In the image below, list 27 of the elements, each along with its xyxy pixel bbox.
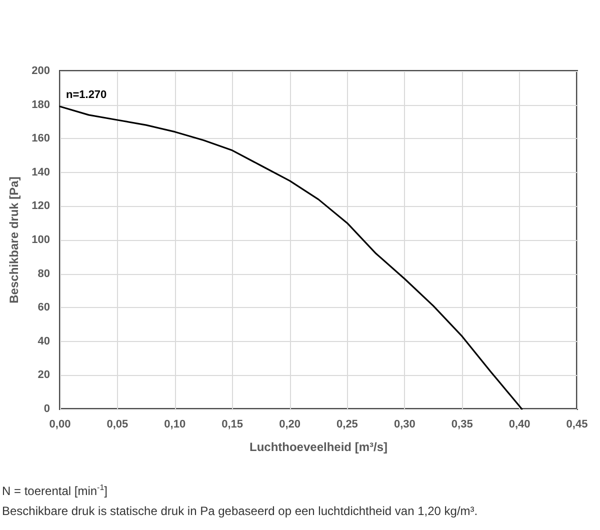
y-tick-label: 120 xyxy=(32,200,50,212)
y-tick-label: 40 xyxy=(38,335,50,348)
x-tick-label: 0,05 xyxy=(106,418,128,430)
text: N = toerental [min$^{-1}$] xyxy=(2,482,109,500)
x-tick-label: 0,15 xyxy=(222,418,244,430)
x-tick-label: 0,30 xyxy=(394,418,416,430)
x-tick-label: 0,10 xyxy=(164,418,186,430)
y-axis-title: Beschikbare druk [Pa] xyxy=(7,176,21,304)
x-tick-label: 0,45 xyxy=(566,418,588,430)
x-axis-title: Luchthoeveelheid [m³/s] xyxy=(249,440,388,454)
x-tick-label: 0,00 xyxy=(49,418,71,430)
x-tick-label: 0,25 xyxy=(336,418,358,430)
y-tick-label: 180 xyxy=(32,98,50,111)
x-tick-label: 0,20 xyxy=(279,418,300,430)
y-tick-label: 60 xyxy=(38,302,50,314)
y-tick-label: 0 xyxy=(44,403,50,415)
x-tick-label: 0,35 xyxy=(451,418,473,430)
y-tick-label: 140 xyxy=(32,166,50,178)
annotation: n=1.270 xyxy=(66,88,107,101)
x-tick-label: 0,40 xyxy=(508,418,530,430)
y-tick-label: 160 xyxy=(32,132,50,145)
y-tick-label: 20 xyxy=(38,369,50,382)
text: Beschikbare druk is statische druk in Pa gebaseerd op een luchtdichtheid van 1,20 kg/m³. xyxy=(2,503,479,520)
y-tick-label: 200 xyxy=(32,65,50,77)
line-series xyxy=(59,106,523,410)
y-tick-label: 80 xyxy=(38,268,50,280)
y-tick-label: 100 xyxy=(32,234,50,246)
